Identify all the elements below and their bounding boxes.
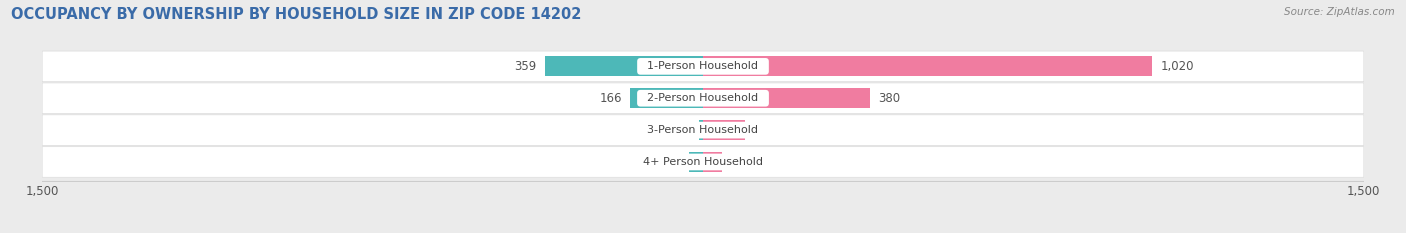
Text: 359: 359 <box>515 60 537 73</box>
Text: 380: 380 <box>879 92 900 105</box>
Bar <box>546 56 703 76</box>
Text: 1-Person Household: 1-Person Household <box>641 61 765 71</box>
Text: 2-Person Household: 2-Person Household <box>641 93 765 103</box>
Text: 3-Person Household: 3-Person Household <box>641 125 765 135</box>
Bar <box>703 120 745 140</box>
Text: Source: ZipAtlas.com: Source: ZipAtlas.com <box>1284 7 1395 17</box>
Bar <box>699 120 703 140</box>
FancyBboxPatch shape <box>42 83 1364 113</box>
Text: 4+ Person Household: 4+ Person Household <box>636 157 770 167</box>
Text: 96: 96 <box>754 123 768 137</box>
FancyBboxPatch shape <box>42 115 1364 145</box>
Bar <box>703 88 870 108</box>
Bar <box>689 152 703 172</box>
Text: 43: 43 <box>730 155 745 168</box>
Text: 31: 31 <box>666 155 682 168</box>
FancyBboxPatch shape <box>42 147 1364 177</box>
Bar <box>703 152 721 172</box>
Bar <box>630 88 703 108</box>
Text: 166: 166 <box>599 92 621 105</box>
FancyBboxPatch shape <box>42 51 1364 82</box>
Bar <box>703 56 1153 76</box>
Text: OCCUPANCY BY OWNERSHIP BY HOUSEHOLD SIZE IN ZIP CODE 14202: OCCUPANCY BY OWNERSHIP BY HOUSEHOLD SIZE… <box>11 7 582 22</box>
Text: 1,020: 1,020 <box>1160 60 1194 73</box>
Text: 8: 8 <box>685 123 692 137</box>
